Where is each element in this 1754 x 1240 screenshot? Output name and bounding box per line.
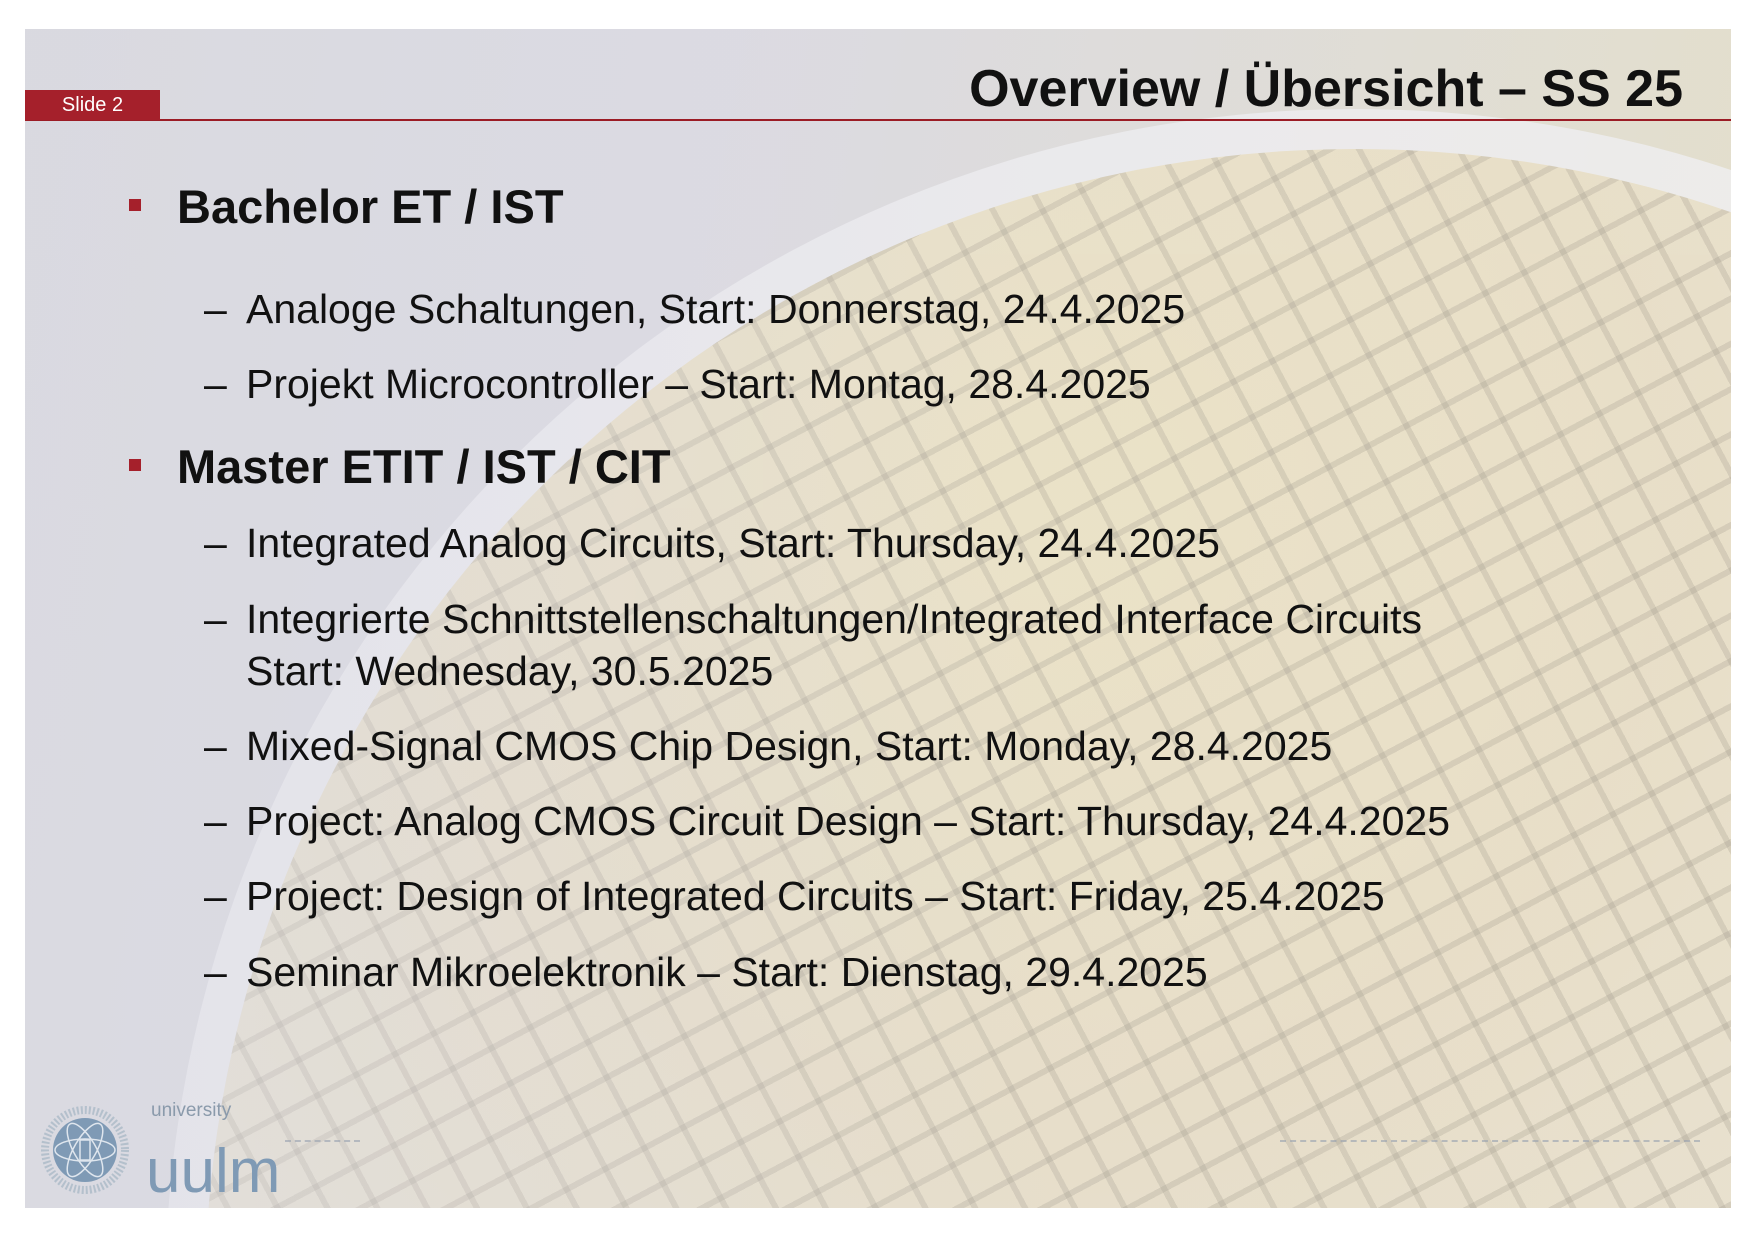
list-item: – Analoge Schaltungen, Start: Donnerstag,… (204, 286, 1186, 332)
list-item: – Project: Design of Integrated Circuits … (204, 873, 1385, 919)
title-divider (25, 119, 1731, 121)
list-item: – Project: Analog CMOS Circuit Design – S… (204, 798, 1451, 844)
slide-title: Overview / Übersicht – SS 25 (969, 60, 1683, 118)
slide-number-badge: Slide 2 (25, 90, 160, 120)
list-item: – Projekt Microcontroller – Start: Montag… (204, 361, 1151, 407)
slide: Overview / Übersicht – SS 25 Slide 2 Bac… (25, 29, 1731, 1208)
university-logo: university uulm (18, 1096, 338, 1206)
square-bullet-icon (129, 199, 141, 211)
section-heading-master: Master ETIT / IST / CIT (129, 439, 671, 494)
logo-large-text: uulm (146, 1137, 280, 1200)
list-item: – Seminar Mikroelektronik – Start: Dienst… (204, 949, 1208, 995)
list-item: – Integrierte Schnittstellenschaltungen/I… (204, 596, 1422, 694)
logo-small-text: university (151, 1100, 232, 1121)
list-item: – Mixed-Signal CMOS Chip Design, Start: M… (204, 723, 1333, 769)
list-item: – Integrated Analog Circuits, Start: Thur… (204, 520, 1220, 566)
university-seal-icon: university uulm (41, 1100, 280, 1206)
square-bullet-icon (129, 459, 141, 471)
section-heading-bachelor: Bachelor ET / IST (129, 179, 564, 234)
